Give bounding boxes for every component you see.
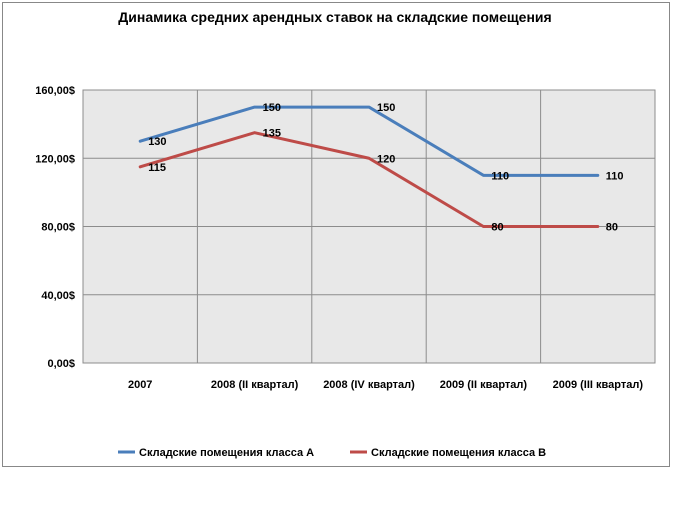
legend: Складские помещения класса А Складские по… — [118, 447, 546, 459]
y-tick-label: 80,00$ — [41, 222, 75, 234]
x-tick-label: 2007 — [128, 379, 152, 391]
data-label: 115 — [148, 162, 166, 174]
data-labels: 130 150 150 110 110 115 135 120 80 80 — [148, 102, 623, 233]
data-label: 80 — [606, 222, 618, 234]
data-label: 150 — [377, 102, 395, 114]
y-tick-label: 120,00$ — [35, 153, 75, 165]
series-line-1 — [138, 105, 600, 177]
legend-label: Складские помещения класса В — [371, 447, 546, 459]
data-label: 130 — [148, 136, 166, 148]
y-tick-label: 160,00$ — [35, 85, 75, 97]
data-label: 110 — [606, 170, 624, 182]
data-label: 80 — [491, 222, 503, 234]
x-tick-label: 2009 (II квартал) — [440, 379, 528, 391]
grid-lines — [83, 89, 655, 364]
x-tick-label: 2009 (III квартал) — [553, 379, 644, 391]
chart-title: Динамика средних арендных ставок на скла… — [118, 9, 551, 25]
data-label: 110 — [491, 170, 509, 182]
data-label: 150 — [263, 102, 281, 114]
data-label: 135 — [263, 128, 281, 140]
series-lines — [138, 105, 600, 228]
y-tick-label: 0,00$ — [47, 358, 75, 370]
y-axis-ticks: 0,00$ 40,00$ 80,00$ 120,00$ 160,00$ — [35, 85, 75, 370]
y-tick-label: 40,00$ — [41, 290, 75, 302]
series-line-2 — [138, 131, 600, 228]
x-tick-label: 2008 (IV квартал) — [323, 379, 415, 391]
legend-label: Складские помещения класса А — [139, 447, 314, 459]
x-axis-ticks: 2007 2008 (II квартал) 2008 (IV квартал) 20… — [128, 379, 643, 391]
x-tick-label: 2008 (II квартал) — [211, 379, 299, 391]
data-label: 120 — [377, 153, 395, 165]
